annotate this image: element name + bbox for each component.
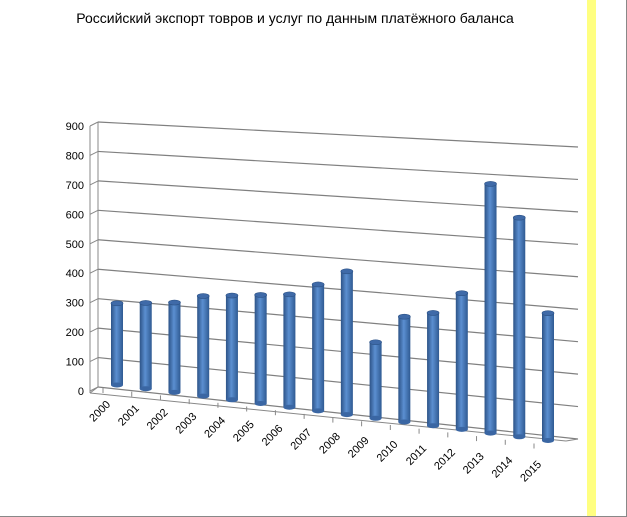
x-tick-label: 2009 <box>346 435 372 461</box>
x-tick-label: 2013 <box>461 451 487 477</box>
gridline-side-900 <box>89 121 99 127</box>
bar-2008 <box>340 271 353 415</box>
bar-base-2009 <box>369 415 382 421</box>
bar-2007 <box>312 284 325 411</box>
bar-base-2001 <box>139 386 152 392</box>
bar-2006 <box>283 294 296 408</box>
bar-2005 <box>254 294 267 404</box>
y-tick-label: 400 <box>66 268 84 280</box>
bar-base-2002 <box>168 389 181 395</box>
x-tick-label: 2002 <box>145 407 171 433</box>
gridline-side-700 <box>89 180 99 186</box>
x-tick-label: 2005 <box>231 419 257 445</box>
bar-base-2000 <box>111 382 123 388</box>
y-tick-label: 100 <box>66 357 84 369</box>
side-strip <box>587 0 596 516</box>
bar-2011 <box>427 312 440 426</box>
x-tick-label: 2008 <box>317 431 343 457</box>
bar-top-2005 <box>254 292 267 298</box>
bar-top-2013 <box>484 181 497 187</box>
bar-2014 <box>513 217 526 437</box>
bar-2004 <box>225 295 238 400</box>
bar-base-2008 <box>340 412 353 418</box>
gridline-side-100 <box>89 357 99 363</box>
x-tick-label: 2010 <box>375 439 401 465</box>
bar-base-2015 <box>542 438 554 443</box>
bar-2010 <box>398 316 411 422</box>
gridline-800 <box>97 150 579 181</box>
bar-2012 <box>455 293 468 430</box>
bar-top-2002 <box>168 299 181 306</box>
x-tick-label: 2007 <box>288 427 314 453</box>
gridline-600 <box>97 209 579 245</box>
y-tick-label: 600 <box>66 209 84 221</box>
gridline-400 <box>97 268 579 310</box>
x-tick-label: 2003 <box>174 411 200 437</box>
bar-base-2007 <box>312 408 325 414</box>
bar-top-2003 <box>196 293 210 299</box>
y-tick-label: 0 <box>78 386 84 398</box>
floor-right-edge <box>565 438 579 442</box>
gridline-side-500 <box>89 239 99 245</box>
bar-top-2015 <box>541 310 555 316</box>
gridline-0 <box>97 386 579 440</box>
gridline-side-0 <box>89 386 99 392</box>
bar-2001 <box>139 302 152 389</box>
bar-2002 <box>168 302 181 393</box>
gridline-side-300 <box>89 298 99 304</box>
gridline-500 <box>97 239 579 278</box>
bar-2015 <box>542 313 554 441</box>
gridline-side-200 <box>89 327 99 333</box>
bar-base-2003 <box>197 393 210 399</box>
bar-top-2012 <box>455 290 469 296</box>
y-tick-label: 900 <box>66 121 84 133</box>
bar-top-2006 <box>283 291 296 298</box>
x-tick-label: 2004 <box>202 415 228 441</box>
bar-base-2005 <box>254 401 267 406</box>
bar-2013 <box>484 183 497 434</box>
y-tick-label: 200 <box>66 327 84 339</box>
bar-base-2006 <box>283 404 296 410</box>
bar-base-2014 <box>513 434 526 440</box>
y-tick-label: 800 <box>66 150 84 162</box>
chart-title: Российский экспорт товров и услуг по дан… <box>76 10 514 26</box>
x-tick-label: 2006 <box>260 423 286 449</box>
y-tick-label: 700 <box>66 180 84 192</box>
gridline-side-800 <box>89 150 99 156</box>
x-tick-label: 2015 <box>518 459 544 485</box>
x-tick-label: 2000 <box>87 399 113 425</box>
gridline-700 <box>97 180 579 213</box>
bar-top-2010 <box>398 313 411 320</box>
y-tick-label: 500 <box>66 239 84 251</box>
gridline-900 <box>97 121 579 148</box>
bar-top-2007 <box>311 281 325 288</box>
gridline-side-600 <box>89 209 99 215</box>
x-tick-label: 2011 <box>404 443 429 468</box>
bar-top-2011 <box>426 310 440 316</box>
bar-2003 <box>197 296 210 397</box>
bar-base-2011 <box>427 423 440 429</box>
y-tick-label: 300 <box>66 298 84 310</box>
bar-top-2001 <box>139 300 153 306</box>
bar-top-2014 <box>512 214 526 221</box>
bar-base-2013 <box>484 430 497 436</box>
x-tick-label: 2001 <box>116 403 142 429</box>
bar-top-2004 <box>225 292 239 299</box>
bar-2000 <box>111 303 123 385</box>
bar-2009 <box>369 342 382 419</box>
gridline-side-400 <box>89 268 99 274</box>
bar-base-2010 <box>398 419 411 425</box>
x-tick-label: 2014 <box>490 455 516 481</box>
bar-top-2000 <box>110 300 124 307</box>
x-tick-label: 2012 <box>432 447 458 473</box>
bar-top-2009 <box>369 339 382 346</box>
bar-base-2012 <box>455 426 468 432</box>
bar-top-2008 <box>340 268 354 275</box>
bar-base-2004 <box>225 397 238 403</box>
